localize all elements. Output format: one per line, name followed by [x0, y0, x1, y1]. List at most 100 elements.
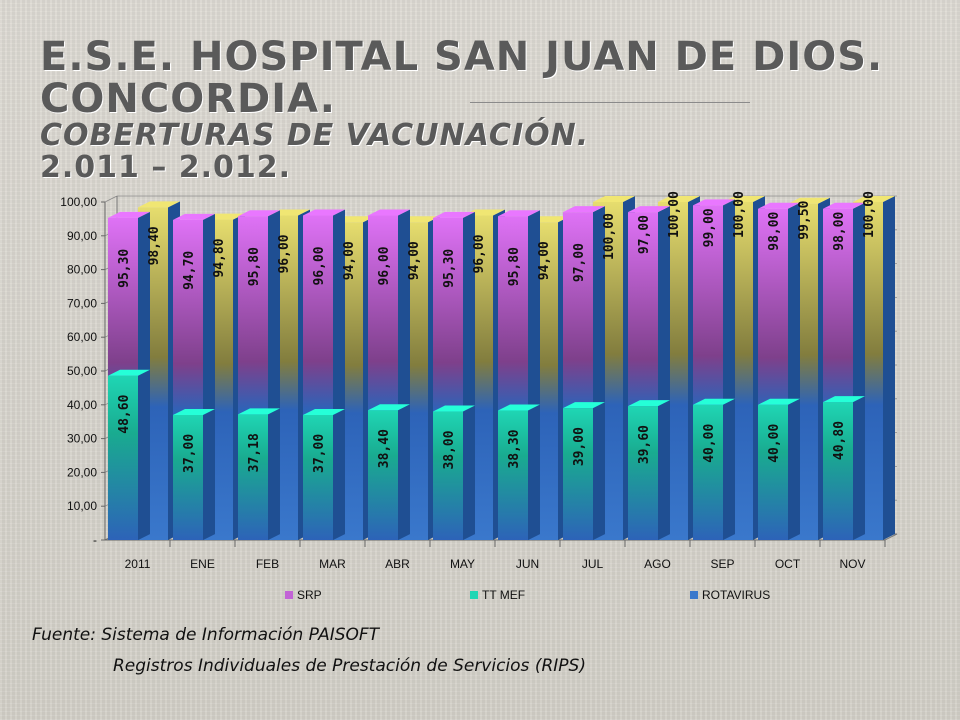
bar-side	[528, 404, 540, 540]
bar-top	[563, 206, 605, 213]
bar-top	[823, 202, 865, 209]
legend-swatch	[285, 591, 293, 599]
bar-front	[173, 414, 203, 540]
bar-top	[758, 202, 800, 209]
legend-swatch	[470, 591, 478, 599]
x-tick-label: FEB	[256, 557, 279, 571]
data-label-rotavirus: 100,00	[602, 213, 617, 260]
bar-tt-mef-MAR	[303, 408, 345, 540]
bar-top	[563, 402, 605, 409]
data-label-rotavirus: 100,00	[732, 191, 747, 238]
bar-tt-mef-AGO	[628, 400, 670, 540]
bar-front	[693, 404, 723, 540]
data-label-rotavirus: 98,40	[147, 226, 162, 265]
data-label-tt-mef: 48,60	[117, 394, 132, 433]
x-tick-label: JUL	[582, 557, 604, 571]
y-tick-label: 60,00	[67, 330, 97, 344]
bar-top	[138, 201, 180, 208]
data-label-rotavirus: 94,00	[537, 241, 552, 280]
page-subtitle: COBERTURAS DE VACUNACIÓN.	[40, 118, 590, 153]
bar-front	[368, 410, 398, 540]
vaccination-chart: - 10,00 20,00 30,00 40,00 50,00 60,00 70,00 80,0…	[60, 191, 898, 602]
data-label-tt-mef: 40,00	[767, 423, 782, 462]
bar-top	[498, 404, 540, 411]
bar-side	[593, 402, 605, 540]
data-label-tt-mef: 38,30	[507, 429, 522, 468]
data-label-tt-mef: 37,00	[182, 434, 197, 473]
y-tick-label: 30,00	[67, 432, 97, 446]
grid-line-diag	[104, 195, 118, 203]
bar-top	[173, 213, 215, 220]
bar-top	[433, 211, 475, 218]
bar-top	[593, 196, 635, 202]
bar-tt-mef-MAY	[433, 405, 475, 540]
bar-top	[693, 398, 735, 405]
bar-front	[238, 414, 268, 540]
bar-top	[238, 210, 280, 217]
data-label-rotavirus: 100,00	[667, 191, 682, 238]
legend-label: TT MEF	[482, 588, 525, 602]
bar-top	[658, 196, 700, 202]
data-label-srp: 95,80	[507, 247, 522, 286]
y-tick-label: 50,00	[67, 364, 97, 378]
x-tick-label: 2011	[125, 557, 151, 571]
bar-front	[498, 410, 528, 540]
bar-tt-mef-JUN	[498, 404, 540, 540]
bar-tt-mef-SEP	[693, 398, 735, 540]
bar-top	[628, 206, 670, 213]
data-label-srp: 97,00	[637, 215, 652, 254]
bar-side	[658, 400, 670, 540]
bar-tt-mef-ABR	[368, 404, 410, 540]
y-tick-label: 70,00	[67, 296, 97, 310]
bar-top	[238, 408, 280, 415]
data-label-tt-mef: 38,40	[377, 429, 392, 468]
title-block: E.S.E. HOSPITAL SAN JUAN DE DIOS. CONCOR…	[40, 36, 940, 183]
data-label-srp: 98,00	[832, 211, 847, 250]
source-line-1: Fuente: Sistema de Información PAISOFT	[32, 625, 380, 645]
title-rule	[470, 102, 750, 103]
data-label-rotavirus: 100,00	[862, 191, 877, 238]
bar-side	[723, 398, 735, 540]
data-label-tt-mef: 39,00	[572, 427, 587, 466]
y-tick-label: 80,00	[67, 263, 97, 277]
bar-front	[433, 411, 463, 540]
bar-side	[333, 408, 345, 540]
data-label-rotavirus: 96,00	[472, 234, 487, 273]
data-label-srp: 94,70	[182, 251, 197, 290]
bar-side	[398, 404, 410, 540]
legend-item-srp: SRP	[285, 588, 322, 602]
y-tick-label: -	[93, 533, 97, 547]
bar-front	[108, 375, 138, 540]
bar-tt-mef-OCT	[758, 398, 800, 540]
bar-top	[823, 396, 865, 403]
data-label-tt-mef: 40,80	[832, 421, 847, 460]
bar-top	[498, 210, 540, 217]
data-label-tt-mef: 37,00	[312, 434, 327, 473]
bar-top	[108, 211, 150, 218]
data-label-srp: 97,00	[572, 243, 587, 282]
data-label-rotavirus: 94,80	[212, 238, 227, 277]
bar-top	[433, 405, 475, 412]
page-period: 2.011 – 2.012.	[40, 149, 292, 185]
bar-top	[303, 209, 345, 216]
bar-top	[788, 197, 830, 204]
x-tick-label: MAY	[450, 557, 475, 571]
legend-label: ROTAVIRUS	[702, 588, 770, 602]
x-tick-label: ABR	[385, 557, 410, 571]
bar-side	[463, 405, 475, 540]
x-tick-label: ENE	[190, 557, 215, 571]
bar-front	[303, 414, 333, 540]
data-label-srp: 96,00	[377, 246, 392, 285]
bar-tt-mef-2011	[108, 369, 150, 540]
bar-side	[203, 408, 215, 540]
bar-top	[368, 404, 410, 411]
legend-item-rotavirus: ROTAVIRUS	[690, 588, 770, 602]
data-label-srp: 95,30	[117, 249, 132, 288]
bar-top	[368, 209, 410, 216]
bar-top	[303, 408, 345, 415]
y-tick-label: 40,00	[67, 398, 97, 412]
y-tick-label: 100,00	[60, 195, 97, 209]
bar-front	[823, 402, 853, 540]
bar-front	[563, 408, 593, 540]
x-tick-label: MAR	[319, 557, 346, 571]
